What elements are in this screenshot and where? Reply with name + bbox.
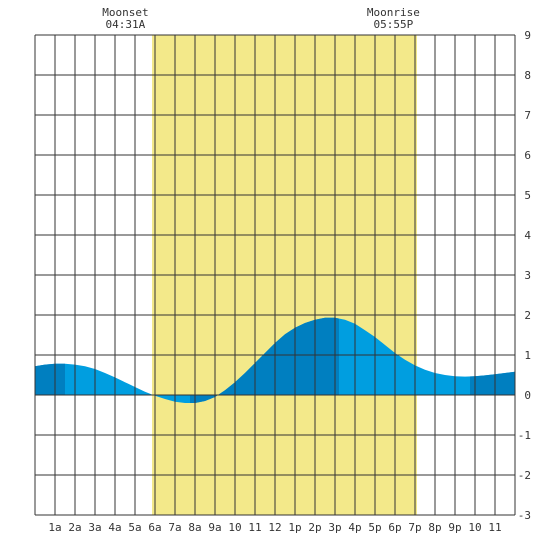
y-tick-label: 8 xyxy=(524,69,531,82)
y-tick-label: 6 xyxy=(524,149,531,162)
moonrise-label: Moonrise xyxy=(367,6,420,19)
x-tick-label: 3a xyxy=(88,521,101,534)
x-tick-label: 1p xyxy=(288,521,301,534)
x-tick-label: 2p xyxy=(308,521,321,534)
moonset-label: Moonset xyxy=(102,6,148,19)
x-tick-label: 10 xyxy=(468,521,481,534)
x-tick-label: 5p xyxy=(368,521,381,534)
x-tick-label: 7p xyxy=(408,521,421,534)
x-tick-label: 1a xyxy=(48,521,61,534)
y-tick-label: 5 xyxy=(524,189,531,202)
y-tick-label: 0 xyxy=(524,389,531,402)
x-tick-label: 12 xyxy=(268,521,281,534)
x-tick-label: 8p xyxy=(428,521,441,534)
y-tick-label: -1 xyxy=(518,429,531,442)
x-tick-label: 4p xyxy=(348,521,361,534)
x-tick-label: 6a xyxy=(148,521,161,534)
y-tick-label: -3 xyxy=(518,509,531,522)
y-tick-label: 2 xyxy=(524,309,531,322)
y-tick-label: 9 xyxy=(524,29,531,42)
x-tick-label: 7a xyxy=(168,521,181,534)
y-tick-label: 1 xyxy=(524,349,531,362)
x-tick-label: 9p xyxy=(448,521,461,534)
x-tick-label: 4a xyxy=(108,521,121,534)
y-tick-label: 3 xyxy=(524,269,531,282)
moonset-time: 04:31A xyxy=(106,18,146,31)
y-tick-label: 7 xyxy=(524,109,531,122)
y-tick-label: 4 xyxy=(524,229,531,242)
x-tick-label: 5a xyxy=(128,521,141,534)
x-tick-label: 10 xyxy=(228,521,241,534)
x-tick-label: 2a xyxy=(68,521,81,534)
moonrise-time: 05:55P xyxy=(374,18,414,31)
x-tick-label: 11 xyxy=(488,521,501,534)
y-tick-label: -2 xyxy=(518,469,531,482)
x-tick-label: 6p xyxy=(388,521,401,534)
x-tick-label: 3p xyxy=(328,521,341,534)
x-tick-label: 11 xyxy=(248,521,261,534)
x-tick-label: 9a xyxy=(208,521,221,534)
x-tick-label: 8a xyxy=(188,521,201,534)
